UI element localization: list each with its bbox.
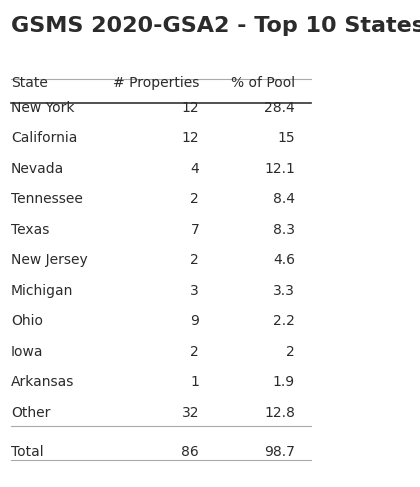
Text: 4.6: 4.6 <box>273 253 295 267</box>
Text: 2: 2 <box>286 345 295 359</box>
Text: 86: 86 <box>181 446 199 459</box>
Text: 12: 12 <box>181 101 199 114</box>
Text: Texas: Texas <box>11 223 49 237</box>
Text: Tennessee: Tennessee <box>11 192 83 206</box>
Text: New York: New York <box>11 101 74 114</box>
Text: 12.1: 12.1 <box>264 162 295 176</box>
Text: 98.7: 98.7 <box>264 446 295 459</box>
Text: 4: 4 <box>190 162 199 176</box>
Text: 3: 3 <box>190 284 199 298</box>
Text: State: State <box>11 76 48 91</box>
Text: Ohio: Ohio <box>11 314 43 328</box>
Text: 2: 2 <box>190 253 199 267</box>
Text: GSMS 2020-GSA2 - Top 10 States: GSMS 2020-GSA2 - Top 10 States <box>11 16 420 36</box>
Text: 12.8: 12.8 <box>264 406 295 420</box>
Text: Nevada: Nevada <box>11 162 64 176</box>
Text: 32: 32 <box>181 406 199 420</box>
Text: New Jersey: New Jersey <box>11 253 88 267</box>
Text: Michigan: Michigan <box>11 284 74 298</box>
Text: 1: 1 <box>190 375 199 389</box>
Text: 28.4: 28.4 <box>264 101 295 114</box>
Text: 8.3: 8.3 <box>273 223 295 237</box>
Text: Arkansas: Arkansas <box>11 375 74 389</box>
Text: California: California <box>11 131 77 145</box>
Text: 9: 9 <box>190 314 199 328</box>
Text: 12: 12 <box>181 131 199 145</box>
Text: Iowa: Iowa <box>11 345 43 359</box>
Text: Total: Total <box>11 446 44 459</box>
Text: # Properties: # Properties <box>113 76 199 91</box>
Text: 15: 15 <box>277 131 295 145</box>
Text: 2: 2 <box>190 345 199 359</box>
Text: 1.9: 1.9 <box>273 375 295 389</box>
Text: 2: 2 <box>190 192 199 206</box>
Text: Other: Other <box>11 406 50 420</box>
Text: 2.2: 2.2 <box>273 314 295 328</box>
Text: % of Pool: % of Pool <box>231 76 295 91</box>
Text: 7: 7 <box>190 223 199 237</box>
Text: 8.4: 8.4 <box>273 192 295 206</box>
Text: 3.3: 3.3 <box>273 284 295 298</box>
